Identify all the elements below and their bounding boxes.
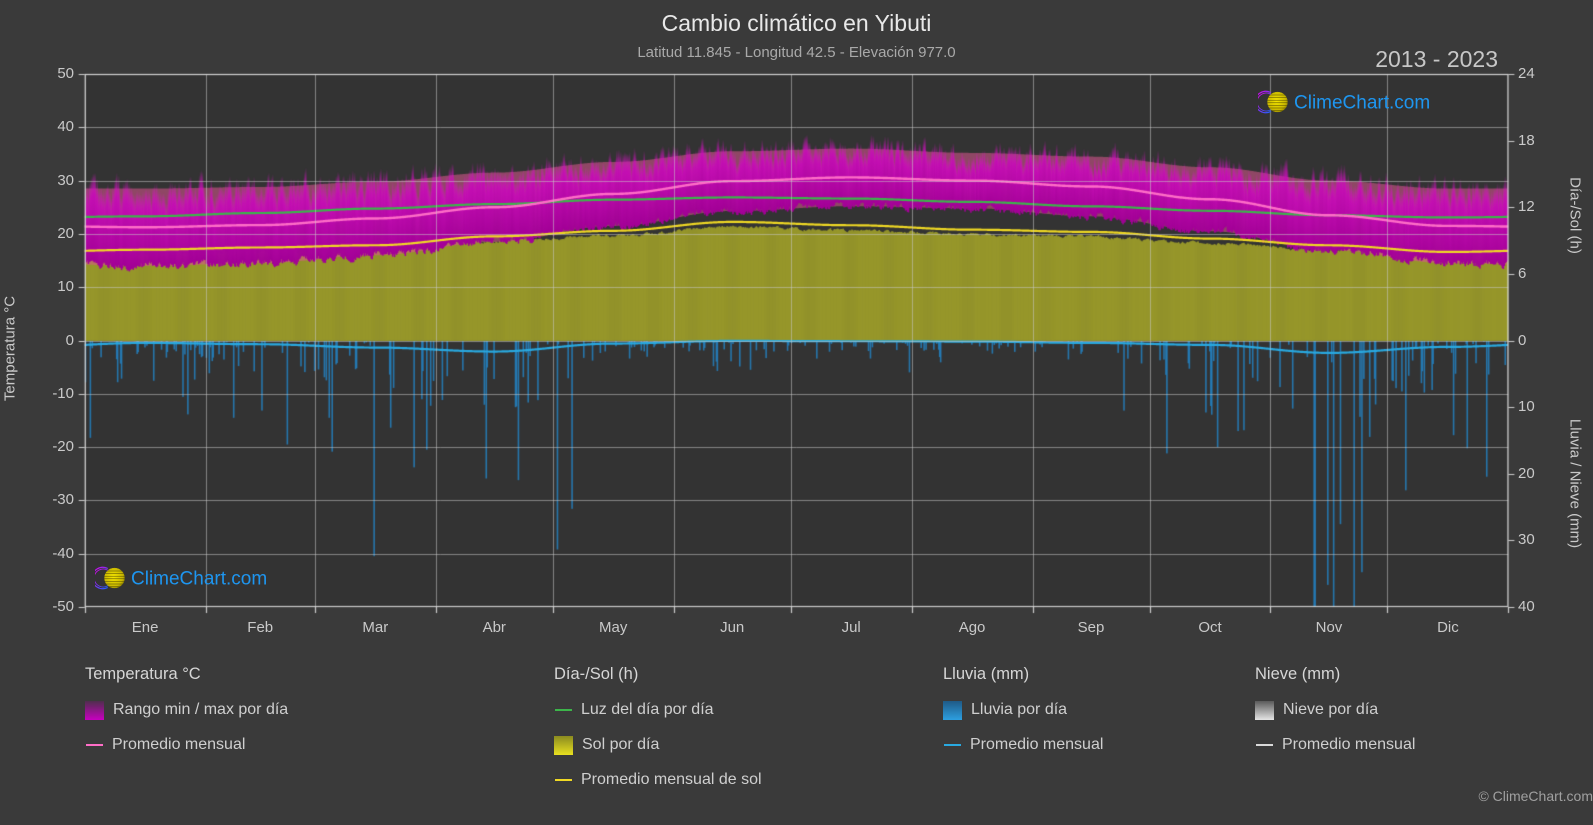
svg-text:ClimeChart.com: ClimeChart.com <box>131 569 267 590</box>
svg-text:ClimeChart.com: ClimeChart.com <box>1294 93 1430 114</box>
